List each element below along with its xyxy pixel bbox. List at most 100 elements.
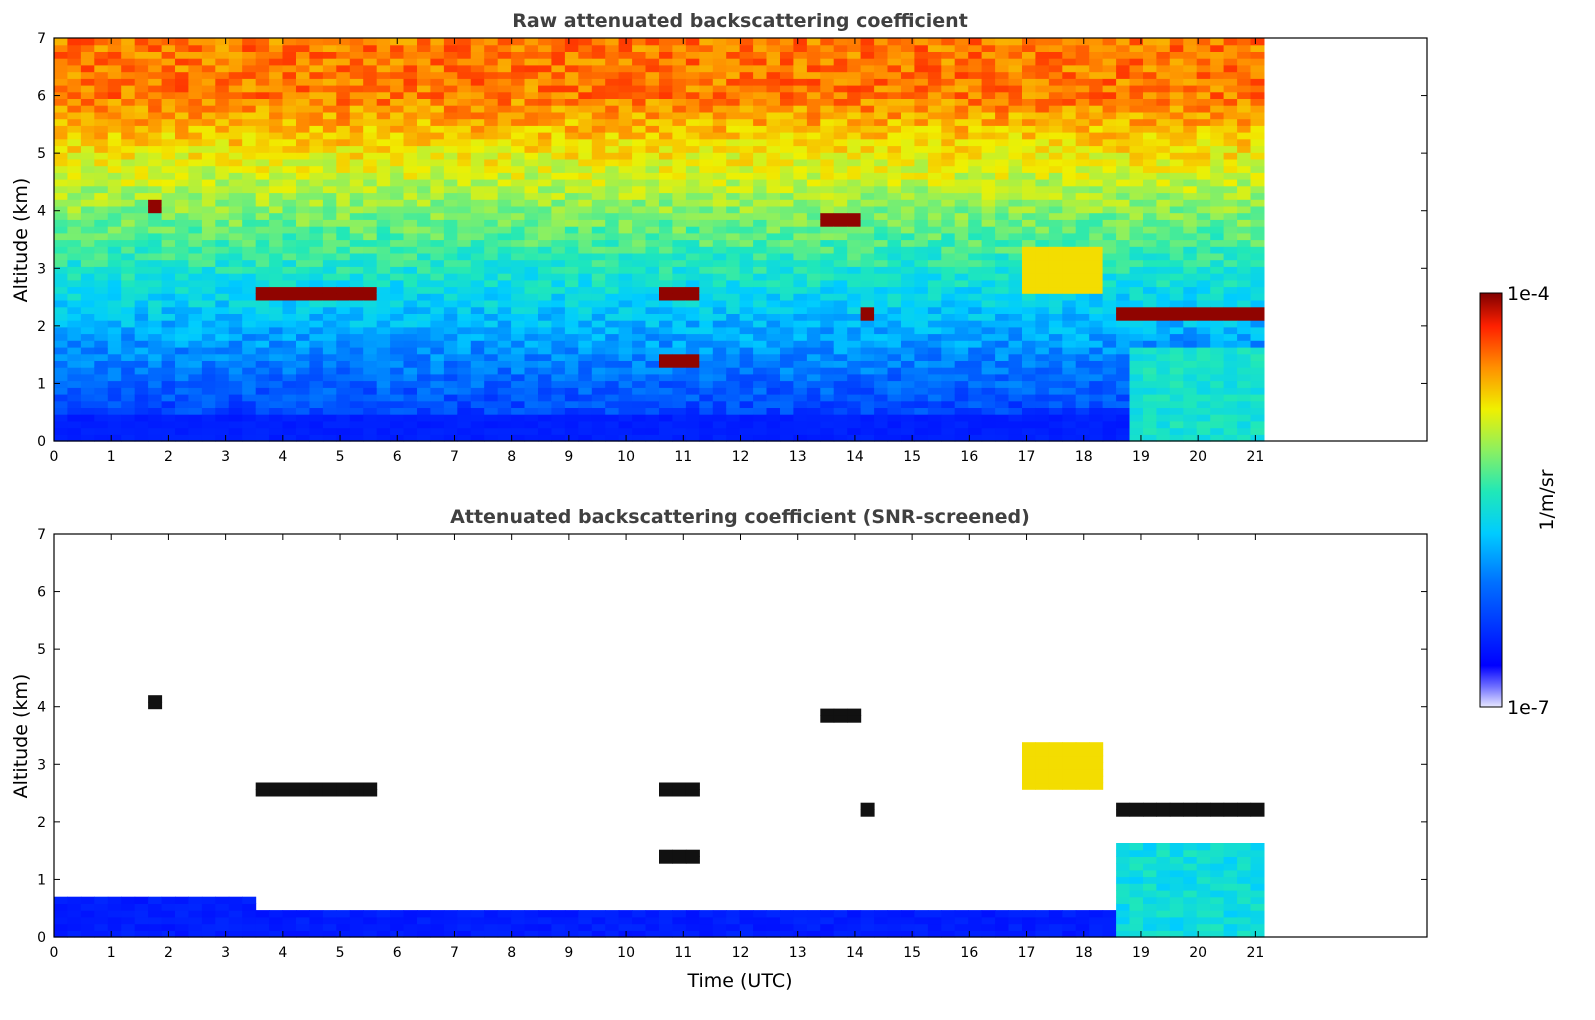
- heatmap-cell: [659, 427, 673, 435]
- heatmap-cell: [1102, 199, 1117, 207]
- heatmap-cell: [269, 98, 284, 106]
- heatmap-cell: [833, 71, 848, 79]
- heatmap-cell: [336, 333, 351, 341]
- heatmap-cell: [914, 98, 929, 106]
- heatmap-cell: [1048, 71, 1063, 79]
- heatmap-cell: [618, 353, 633, 361]
- heatmap-cell: [1022, 64, 1036, 73]
- heatmap-cell: [538, 158, 552, 167]
- heatmap-cell: [430, 306, 445, 314]
- heatmap-cell: [1143, 219, 1157, 227]
- heatmap-cell: [1156, 326, 1171, 335]
- heatmap-cell: [242, 387, 257, 395]
- heatmap-cell: [1075, 306, 1090, 314]
- heatmap-cell: [175, 427, 189, 435]
- heatmap-cell: [954, 333, 969, 341]
- heatmap-cell: [699, 172, 714, 180]
- heatmap-cell: [645, 434, 660, 442]
- heatmap-cell: [175, 434, 189, 442]
- heatmap-cell: [457, 367, 472, 375]
- heatmap-cell: [94, 326, 109, 335]
- heatmap-cell: [699, 434, 714, 442]
- heatmap-cell: [403, 125, 418, 133]
- heatmap-cell: [1062, 199, 1077, 207]
- heatmap-cell: [336, 387, 351, 395]
- heatmap-cell: [121, 400, 136, 408]
- heatmap-cell: [551, 199, 566, 207]
- heatmap-cell: [780, 266, 794, 274]
- heatmap-cell: [175, 152, 189, 160]
- heatmap-cell: [793, 219, 808, 227]
- heatmap-cell: [780, 414, 794, 422]
- heatmap-cell: [954, 38, 969, 46]
- heatmap-cell: [443, 427, 458, 435]
- heatmap-cell: [860, 286, 875, 294]
- heatmap-cell: [1143, 347, 1157, 355]
- heatmap-cell: [901, 427, 915, 435]
- heatmap-cell: [148, 360, 163, 368]
- heatmap-cell: [632, 185, 647, 194]
- heatmap-cell: [1143, 414, 1157, 422]
- heatmap-cell: [121, 205, 136, 214]
- heatmap-cell: [927, 78, 942, 86]
- heatmap-cell: [874, 132, 889, 140]
- heatmap-cell: [296, 239, 310, 247]
- heatmap-cell: [1102, 340, 1117, 348]
- heatmap-cell: [914, 394, 929, 402]
- heatmap-cell: [511, 44, 526, 52]
- heatmap-cell: [941, 353, 956, 361]
- heatmap-cell: [699, 273, 714, 281]
- heatmap-cell: [551, 407, 566, 415]
- heatmap-cell: [685, 232, 700, 241]
- heatmap-cell: [80, 273, 95, 281]
- heatmap-cell: [403, 51, 418, 59]
- heatmap-cell: [228, 205, 243, 214]
- heatmap-cell: [269, 347, 284, 355]
- heatmap-cell: [981, 273, 996, 281]
- heatmap-cell: [726, 71, 741, 79]
- heatmap-cell: [753, 353, 768, 361]
- heatmap-cell: [188, 185, 203, 194]
- heatmap-cell: [430, 286, 445, 294]
- heatmap-cell: [1089, 279, 1104, 288]
- heatmap-cell: [349, 232, 364, 241]
- heatmap-cell: [659, 340, 673, 348]
- heatmap-cell: [1062, 105, 1077, 113]
- heatmap-cell: [968, 232, 983, 241]
- heatmap-cell: [1022, 353, 1036, 361]
- heatmap-cell: [242, 138, 257, 147]
- heatmap-cell: [457, 111, 472, 120]
- heatmap-cell: [605, 420, 620, 429]
- heatmap-cell: [1129, 420, 1144, 429]
- heatmap-cell: [672, 91, 687, 99]
- heatmap-cell: [833, 192, 848, 200]
- heatmap-cell: [1143, 71, 1157, 79]
- heatmap-cell: [860, 427, 875, 435]
- heatmap-cell: [726, 158, 741, 167]
- heatmap-cell: [296, 85, 310, 93]
- heatmap-cell: [80, 145, 95, 153]
- heatmap-cell: [1089, 259, 1104, 267]
- heatmap-cell: [255, 252, 270, 261]
- heatmap-cell: [296, 246, 310, 254]
- heatmap-cell: [296, 105, 310, 113]
- heatmap-cell: [699, 340, 714, 348]
- heatmap-cell: [484, 340, 499, 348]
- heatmap-cell: [228, 138, 243, 147]
- heatmap-cell: [1102, 347, 1117, 355]
- heatmap-cell: [1116, 333, 1131, 341]
- heatmap-cell: [511, 333, 526, 341]
- heatmap-cell: [941, 199, 956, 207]
- heatmap-cell: [215, 98, 230, 106]
- heatmap-cell: [564, 192, 579, 200]
- heatmap-cell: [605, 353, 620, 361]
- heatmap-cell: [1089, 179, 1104, 187]
- heatmap-cell: [1022, 232, 1036, 241]
- heatmap-cell: [363, 320, 378, 328]
- heatmap-cell: [968, 132, 983, 140]
- heatmap-cell: [847, 420, 862, 429]
- heatmap-cell: [390, 313, 405, 321]
- heatmap-cell: [1048, 38, 1063, 46]
- heatmap-cell: [793, 380, 808, 388]
- heatmap-cell: [659, 192, 673, 200]
